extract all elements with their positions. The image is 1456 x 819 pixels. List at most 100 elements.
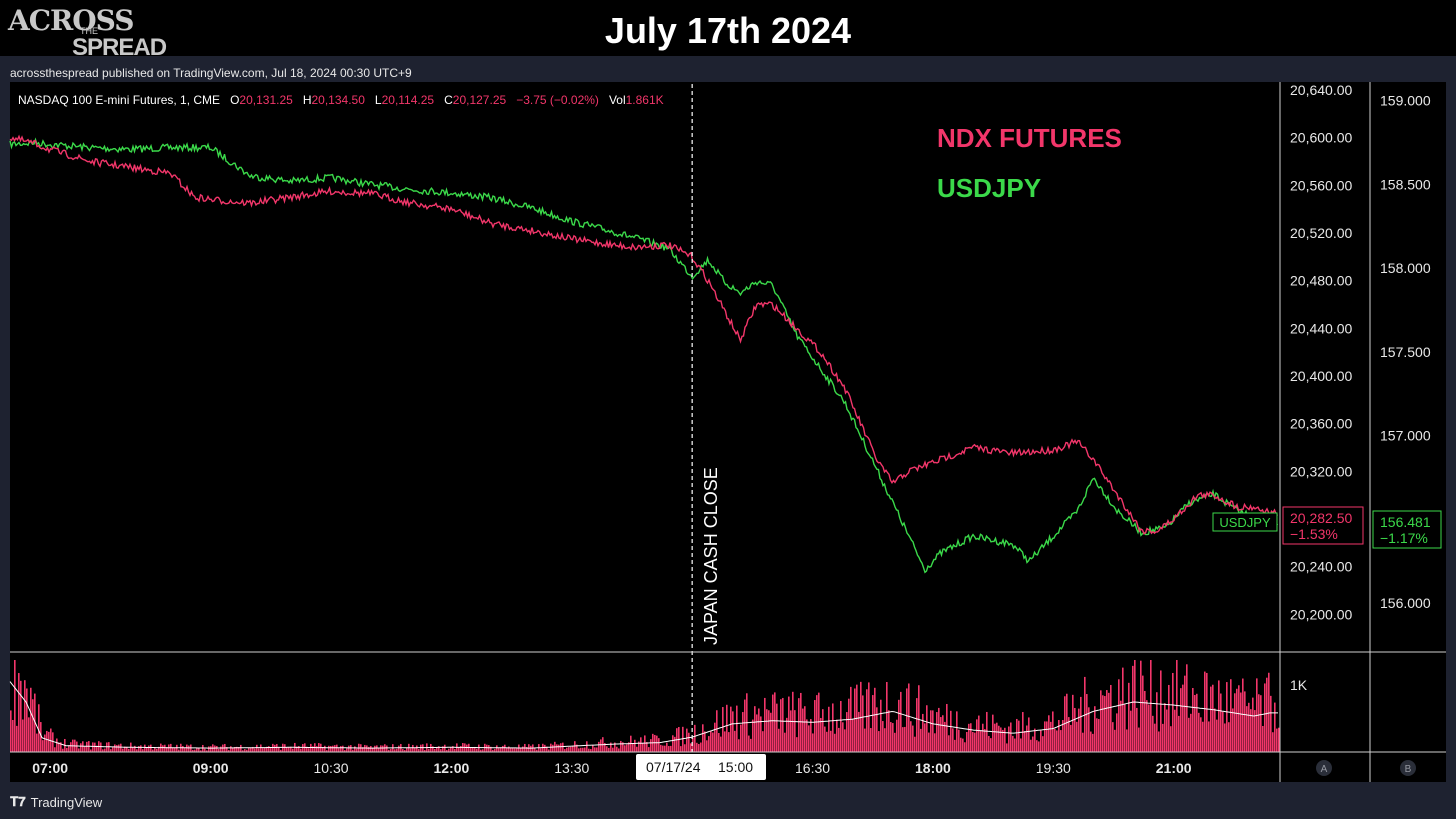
- volume-bar: [1112, 722, 1114, 752]
- left-axis-tick-label: 20,520.00: [1290, 225, 1352, 241]
- volume-bar: [722, 707, 724, 752]
- volume-bar: [1070, 724, 1072, 752]
- volume-bar: [880, 699, 882, 752]
- volume-bar: [328, 745, 330, 752]
- volume-bar: [368, 746, 370, 752]
- volume-bar: [488, 745, 490, 752]
- volume-bar: [1008, 726, 1010, 752]
- volume-bar: [354, 746, 356, 752]
- volume-bar: [564, 749, 566, 752]
- volume-bar: [694, 724, 696, 752]
- volume-bar: [144, 744, 146, 752]
- volume-bar: [616, 746, 618, 752]
- volume-bar: [1062, 719, 1064, 752]
- volume-bar: [262, 748, 264, 752]
- volume-bar: [986, 711, 988, 752]
- volume-bar: [510, 748, 512, 752]
- volume-bar: [324, 745, 326, 752]
- volume-bar: [480, 749, 482, 752]
- volume-bar: [1012, 735, 1014, 752]
- usdjpy-tag-label: USDJPY: [1219, 515, 1271, 530]
- volume-bar: [1050, 721, 1052, 752]
- ndx-last-change: −1.53%: [1290, 526, 1338, 542]
- volume-bar: [888, 710, 890, 752]
- volume-bar: [1010, 722, 1012, 752]
- volume-bar: [936, 712, 938, 752]
- chart-area[interactable]: [10, 82, 1446, 782]
- volume-bar: [1134, 660, 1136, 752]
- volume-bar: [1148, 704, 1150, 752]
- volume-bar: [296, 746, 298, 752]
- volume-bar: [254, 748, 256, 752]
- volume-bar: [938, 707, 940, 752]
- volume-bar: [264, 747, 266, 752]
- volume-bar: [402, 749, 404, 752]
- scale-b-button[interactable]: [1400, 760, 1416, 776]
- time-axis-tick-label: 18:00: [915, 760, 951, 776]
- volume-bar: [862, 695, 864, 752]
- volume-bar: [1212, 684, 1214, 752]
- volume-bar: [606, 746, 608, 752]
- volume-bar: [1192, 687, 1194, 752]
- volume-bar: [478, 744, 480, 752]
- volume-bar: [840, 700, 842, 752]
- volume-bar: [338, 748, 340, 752]
- volume-bar: [910, 721, 912, 752]
- volume-bar: [24, 680, 26, 752]
- volume-bar: [828, 706, 830, 752]
- volume-bar: [330, 746, 332, 752]
- volume-bar: [712, 732, 714, 752]
- scale-a-button[interactable]: [1316, 760, 1332, 776]
- volume-bar: [1000, 727, 1002, 752]
- volume-bar: [242, 750, 244, 752]
- volume-bar: [786, 717, 788, 752]
- volume-bar: [1276, 728, 1278, 752]
- volume-bar: [342, 745, 344, 752]
- close-value: 20,127.25: [452, 93, 507, 107]
- volume-bar: [556, 744, 558, 752]
- volume-bar: [1014, 738, 1016, 752]
- volume-bar: [46, 730, 48, 752]
- volume-bar: [1166, 709, 1168, 752]
- volume-bar: [522, 746, 524, 752]
- time-axis-tick-label: 19:30: [1036, 760, 1071, 776]
- volume-bar: [12, 719, 14, 752]
- volume-bar: [40, 722, 42, 752]
- right-axis-tick-label: 158.500: [1380, 176, 1431, 192]
- volume-bar: [168, 744, 170, 752]
- volume-bar: [588, 748, 590, 752]
- volume-bar: [634, 739, 636, 752]
- time-axis-tick-label: 10:30: [313, 760, 348, 776]
- volume-bar: [1110, 684, 1112, 752]
- volume-bar: [1250, 709, 1252, 752]
- volume-bar: [958, 729, 960, 752]
- volume-bar: [460, 746, 462, 752]
- volume-bar: [650, 739, 652, 752]
- volume-bar: [1218, 680, 1220, 752]
- volume-bar: [10, 710, 12, 752]
- volume-bar: [492, 749, 494, 752]
- volume-bar: [1164, 703, 1166, 752]
- volume-bar: [610, 742, 612, 752]
- volume-bar: [1150, 660, 1152, 752]
- volume-bar: [1268, 672, 1270, 752]
- volume-bar: [1086, 694, 1088, 752]
- volume-bar: [658, 738, 660, 752]
- volume-bar: [1194, 695, 1196, 752]
- volume-bar: [428, 748, 430, 752]
- volume-bar: [906, 688, 908, 752]
- volume-bar: [996, 722, 998, 752]
- volume-bar: [908, 683, 910, 752]
- volume-bar: [504, 744, 506, 752]
- volume-bar: [1132, 665, 1134, 752]
- volume-bar: [1094, 706, 1096, 752]
- volume-bar: [756, 714, 758, 752]
- volume-bar: [252, 746, 254, 752]
- right-axis-tick-label: 156.000: [1380, 595, 1431, 611]
- volume-bar: [900, 691, 902, 752]
- volume-bar: [922, 713, 924, 752]
- volume-bar: [1072, 694, 1074, 752]
- tradingview-brand[interactable]: 𝐓𝟕 TradingView: [10, 794, 102, 810]
- volume-bar: [500, 747, 502, 752]
